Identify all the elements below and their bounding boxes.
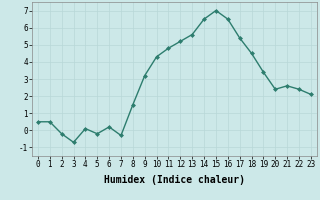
X-axis label: Humidex (Indice chaleur): Humidex (Indice chaleur) [104,175,245,185]
